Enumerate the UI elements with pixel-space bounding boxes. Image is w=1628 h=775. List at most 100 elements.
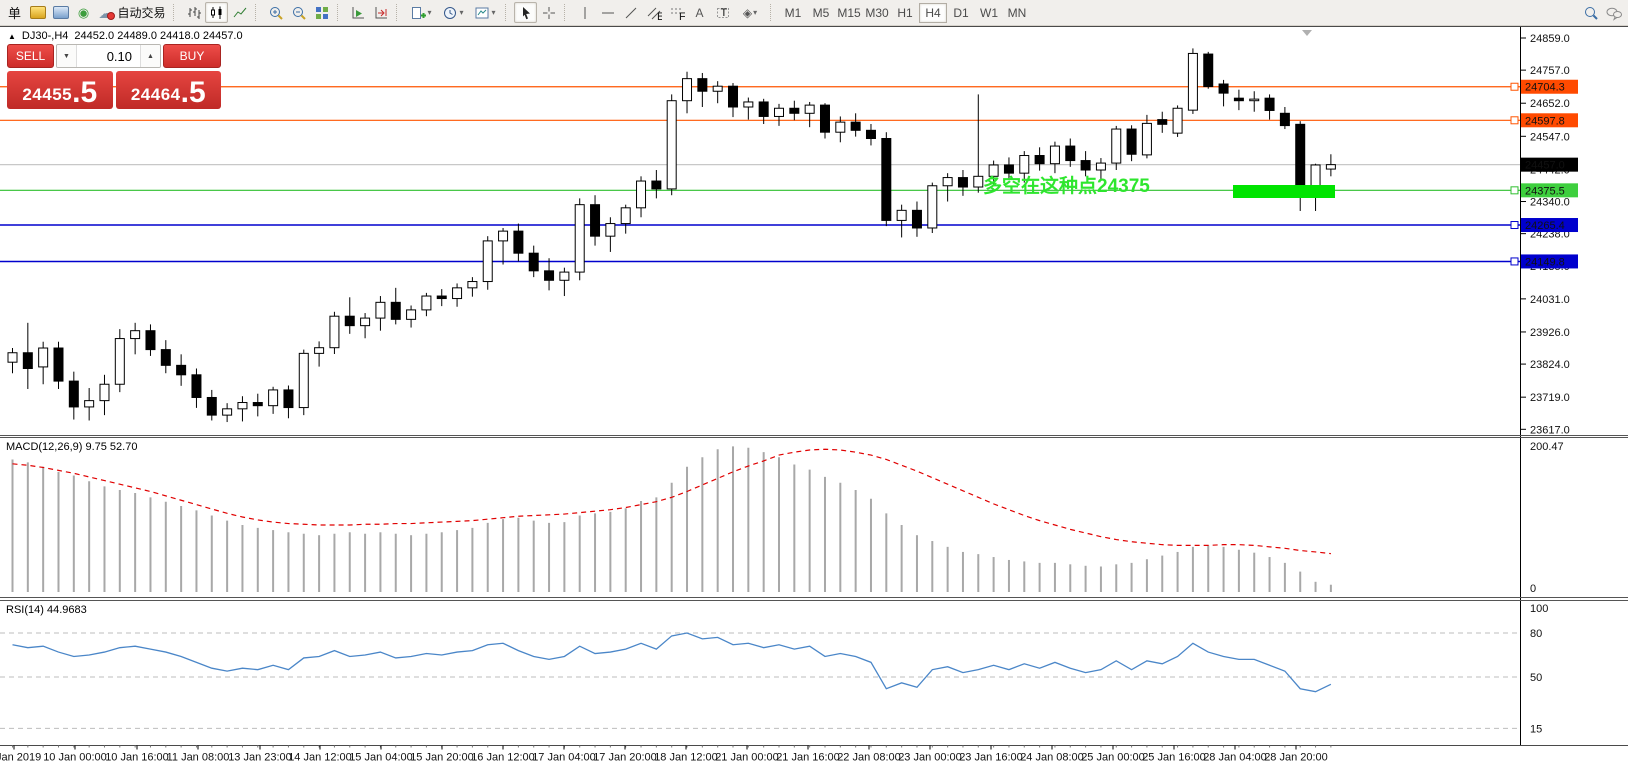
svg-text:24859.0: 24859.0 (1530, 33, 1570, 45)
autotrading-label: 自动交易 (117, 6, 166, 20)
svg-text:24031.0: 24031.0 (1530, 294, 1570, 306)
crosshair-button[interactable] (537, 2, 560, 23)
chart-annotation-text: 多空在这种点24375 (983, 176, 1150, 197)
horizontal-line-icon (601, 12, 614, 13)
tf-m1-button[interactable]: M1 (784, 5, 802, 20)
svg-text:24149.8: 24149.8 (1525, 256, 1565, 268)
svg-text:28 Jan 04:00: 28 Jan 04:00 (1203, 752, 1267, 764)
tf-m5-button[interactable]: M5 (812, 5, 830, 20)
new-order-button[interactable]: 单 (3, 2, 26, 23)
tf-w1-button[interactable]: W1 (980, 5, 998, 20)
clock-icon (444, 6, 457, 19)
svg-text:E: E (657, 11, 662, 21)
svg-text:24547.0: 24547.0 (1530, 131, 1570, 143)
panel-borders (0, 26, 1628, 746)
svg-text:23824.0: 23824.0 (1530, 359, 1570, 371)
vertical-line-tool-button[interactable] (573, 2, 596, 23)
candlestick-chart-button[interactable] (205, 2, 228, 23)
rsi-level-lines (0, 632, 1520, 729)
search-icon (1584, 6, 1598, 20)
horizontal-line-tool-button[interactable] (596, 2, 619, 23)
toolbar-separator (564, 4, 569, 21)
template-icon (475, 7, 489, 18)
arrows-dropdown-arrow[interactable]: ▾ (753, 8, 758, 17)
sell-button[interactable]: SELL (7, 44, 54, 68)
sell-price-main: 24455 (22, 85, 73, 104)
fibonacci-icon: F (670, 8, 685, 21)
svg-text:24597.8: 24597.8 (1525, 115, 1565, 127)
tf-h4-button[interactable]: H4 (919, 2, 947, 23)
svg-text:28 Jan 20:00: 28 Jan 20:00 (1264, 752, 1328, 764)
buy-button[interactable]: BUY (163, 44, 221, 68)
buy-price-main: 24464 (130, 85, 181, 104)
bar-chart-button[interactable] (182, 2, 205, 23)
cursor-button[interactable] (514, 2, 537, 23)
collapse-triangle-icon[interactable]: ▲ (8, 31, 16, 41)
search-button[interactable] (1579, 2, 1602, 23)
text-tool-button[interactable]: A (688, 2, 711, 23)
svg-text:24757.0: 24757.0 (1530, 65, 1570, 77)
tf-mn-button[interactable]: MN (1007, 5, 1027, 20)
tf-m30-button[interactable]: M30 (865, 5, 889, 20)
fibonacci-tool-button[interactable]: F (665, 2, 688, 23)
publisher-button[interactable] (49, 2, 72, 23)
one-click-trading-panel: SELL ▼ ▲ BUY 24455 .5 24464 .5 (7, 44, 221, 109)
svg-text:21 Jan 16:00: 21 Jan 16:00 (776, 752, 840, 764)
candles-layer (7, 48, 1336, 423)
arrows-tool-button[interactable]: ◈ ▾ (734, 2, 766, 23)
line-chart-button[interactable] (228, 2, 251, 23)
svg-text:24265.4: 24265.4 (1525, 220, 1565, 232)
sell-price-fraction: .5 (72, 75, 98, 109)
volume-stepper: ▼ ▲ (56, 44, 161, 68)
svg-text:21 Jan 00:00: 21 Jan 00:00 (715, 752, 779, 764)
profile-button[interactable] (26, 2, 49, 23)
volume-decrease-button[interactable]: ▼ (57, 45, 77, 67)
indicators-icon (412, 6, 427, 19)
trendline-icon (625, 7, 636, 18)
buy-price-fraction: .5 (180, 75, 206, 109)
tf-m15-button[interactable]: M15 (837, 5, 861, 20)
scroll-marker-icon (1302, 30, 1312, 36)
svg-text:24 Jan 08:00: 24 Jan 08:00 (1020, 752, 1084, 764)
zoom-in-button[interactable] (264, 2, 287, 23)
svg-text:23926.0: 23926.0 (1530, 327, 1570, 339)
rsi-label: RSI(14) 44.9683 (6, 604, 87, 616)
templates-dropdown-arrow[interactable]: ▾ (491, 8, 496, 17)
svg-text:24652.0: 24652.0 (1530, 98, 1570, 110)
label-tool-button[interactable]: T (711, 2, 734, 23)
zoom-out-button[interactable] (287, 2, 310, 23)
tf-h1-button[interactable]: H1 (897, 5, 913, 20)
sell-price[interactable]: 24455 .5 (7, 71, 113, 109)
indicators-button[interactable]: ▾ (405, 2, 437, 23)
svg-text:24704.3: 24704.3 (1525, 82, 1565, 94)
line-chart-icon (233, 7, 246, 17)
periods-dropdown-arrow[interactable]: ▾ (459, 8, 464, 17)
svg-text:25 Jan 16:00: 25 Jan 16:00 (1142, 752, 1206, 764)
signals-button[interactable]: ◉ (72, 2, 95, 23)
svg-text:0: 0 (1530, 583, 1536, 595)
channel-tool-button[interactable]: E (642, 2, 665, 23)
autotrading-button[interactable]: ☁ 自动交易 (95, 2, 169, 23)
svg-text:15 Jan 04:00: 15 Jan 04:00 (349, 752, 413, 764)
svg-text:17 Jan 20:00: 17 Jan 20:00 (593, 752, 657, 764)
svg-text:23 Jan 00:00: 23 Jan 00:00 (898, 752, 962, 764)
tile-windows-button[interactable] (310, 2, 333, 23)
tf-d1-button[interactable]: D1 (953, 5, 969, 20)
svg-text:14 Jan 12:00: 14 Jan 12:00 (288, 752, 352, 764)
equidistant-channel-icon: E (647, 7, 662, 21)
trendline-tool-button[interactable] (619, 2, 642, 23)
toolbar-separator (770, 4, 775, 21)
svg-text:F: F (679, 11, 685, 21)
volume-input[interactable] (77, 45, 140, 67)
chart-shift-button[interactable] (369, 2, 392, 23)
chat-button[interactable] (1602, 2, 1625, 23)
volume-increase-button[interactable]: ▲ (140, 45, 160, 67)
templates-button[interactable]: ▾ (469, 2, 501, 23)
svg-text:24375.5: 24375.5 (1525, 185, 1565, 197)
indicators-dropdown-arrow[interactable]: ▾ (427, 8, 432, 17)
periods-button[interactable]: ▾ (437, 2, 469, 23)
buy-price[interactable]: 24464 .5 (115, 71, 221, 109)
auto-scroll-button[interactable] (346, 2, 369, 23)
